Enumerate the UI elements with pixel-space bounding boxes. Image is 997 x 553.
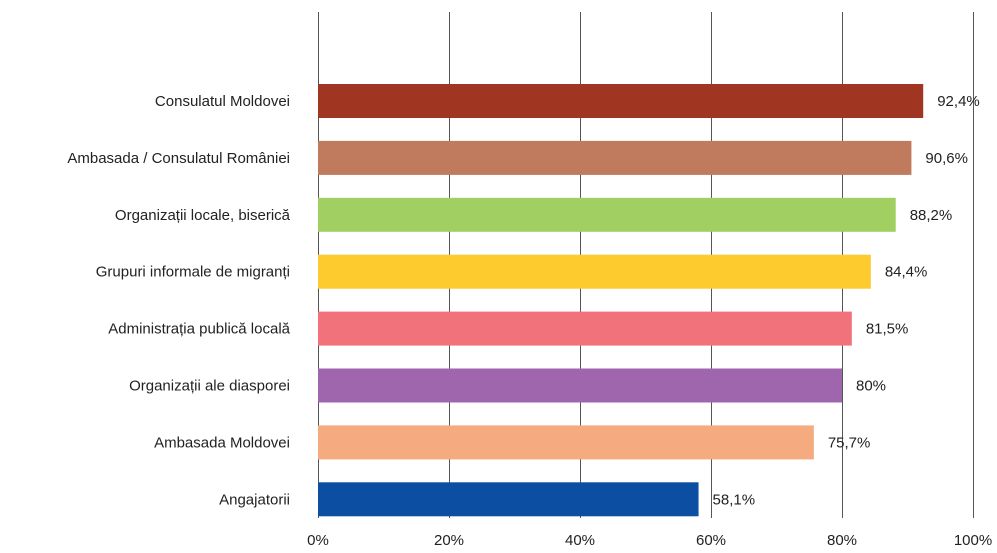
value-label-3: 88,2%: [910, 207, 953, 224]
category-label-1: Consulatul Moldovei: [155, 93, 290, 110]
value-label-5: 81,5%: [866, 321, 909, 338]
x-tick-label-60: 60%: [696, 532, 726, 549]
category-label-7: Ambasada Moldovei: [154, 434, 290, 451]
category-label-5: Administrația publică locală: [108, 321, 290, 338]
value-label-6: 80%: [856, 378, 886, 395]
bar-1: [318, 84, 924, 118]
bar-7: [318, 425, 814, 460]
value-label-8: 58,1%: [713, 491, 756, 508]
bar-4: [318, 254, 871, 289]
value-labels: 92,4% 90,6% 88,2% 84,4% 81,5% 80% 75,7% 58,1%: [713, 93, 980, 508]
value-label-1: 92,4%: [937, 93, 980, 110]
x-tick-label-20: 20%: [434, 532, 464, 549]
value-label-7: 75,7%: [828, 434, 871, 451]
x-tick-label-0: 0%: [307, 532, 329, 549]
bar-6: [318, 368, 842, 403]
bar-8: [318, 482, 699, 517]
category-labels: Consulatul Moldovei Ambasada / Consulatul…: [67, 93, 290, 508]
category-label-8: Angajatorii: [219, 491, 290, 508]
bar-5: [318, 311, 852, 346]
x-tick-label-100: 100%: [954, 532, 992, 549]
category-label-4: Grupuri informale de migranți: [96, 264, 290, 281]
value-label-4: 84,4%: [885, 264, 928, 281]
category-label-2: Ambasada / Consulatul României: [67, 150, 290, 167]
bar-2: [318, 140, 912, 175]
x-tick-label-80: 80%: [827, 532, 857, 549]
value-label-2: 90,6%: [925, 150, 968, 167]
bars: [318, 84, 924, 517]
x-tick-label-40: 40%: [565, 532, 595, 549]
x-axis-tick-labels: 0% 20% 40% 60% 80% 100%: [307, 532, 992, 549]
category-label-6: Organizații ale diasporei: [129, 378, 290, 395]
bar-3: [318, 197, 896, 232]
category-label-3: Organizații locale, biserică: [115, 207, 291, 224]
